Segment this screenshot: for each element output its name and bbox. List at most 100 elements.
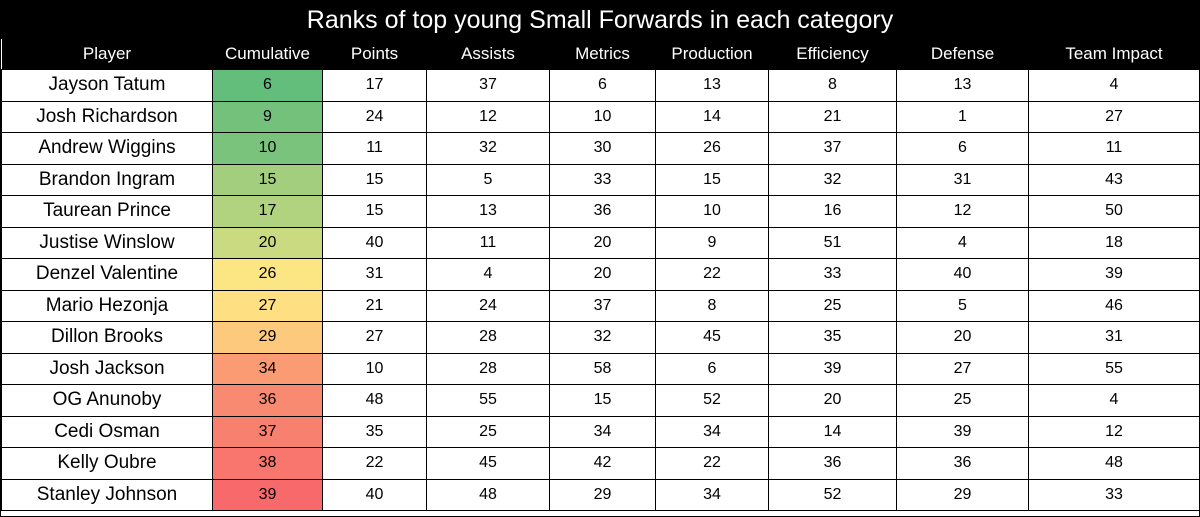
cell-points: 22 — [322, 447, 427, 480]
header-row: Player Cumulative Points Assists Metrics… — [1, 39, 1200, 70]
table-row: Taurean Prince 17 15 13 36 10 16 12 50 — [1, 195, 1200, 228]
table-row: Kelly Oubre 38 22 45 42 22 36 36 48 — [1, 447, 1200, 480]
cell-cumulative: 6 — [212, 69, 323, 102]
cell-production: 52 — [655, 384, 769, 417]
cell-assists: 32 — [426, 132, 550, 165]
table-row: OG Anunoby 36 48 55 15 52 20 25 4 — [1, 384, 1200, 417]
table-body: Jayson Tatum 6 17 37 6 13 8 13 4 Josh Richardson 9… — [1, 69, 1200, 511]
cell-team-impact: 55 — [1028, 352, 1200, 385]
cell-production: 22 — [655, 258, 769, 291]
cell-assists: 4 — [426, 258, 550, 291]
table-row: Dillon Brooks 29 27 28 32 45 35 20 31 — [1, 321, 1200, 354]
cell-player: Josh Jackson — [1, 352, 213, 385]
cell-cumulative: 15 — [212, 163, 323, 196]
cell-cumulative: 10 — [212, 132, 323, 165]
cell-production: 14 — [655, 100, 769, 133]
cell-efficiency: 21 — [768, 100, 897, 133]
cell-player: Cedi Osman — [1, 415, 213, 448]
cell-assists: 12 — [426, 100, 550, 133]
cell-defense: 1 — [896, 100, 1029, 133]
table-row: Denzel Valentine 26 31 4 20 22 33 40 39 — [1, 258, 1200, 291]
cell-metrics: 34 — [549, 415, 656, 448]
cell-efficiency: 20 — [768, 384, 897, 417]
cell-player: Stanley Johnson — [1, 478, 213, 511]
cell-points: 48 — [322, 384, 427, 417]
cell-assists: 11 — [426, 226, 550, 259]
cell-player: Brandon Ingram — [1, 163, 213, 196]
cell-cumulative: 20 — [212, 226, 323, 259]
cell-points: 40 — [322, 478, 427, 511]
cell-efficiency: 8 — [768, 69, 897, 102]
cell-points: 24 — [322, 100, 427, 133]
cell-player: Jayson Tatum — [1, 69, 213, 102]
cell-efficiency: 32 — [768, 163, 897, 196]
header-cumulative: Cumulative — [212, 39, 323, 70]
table-row: Josh Jackson 34 10 28 58 6 39 27 55 — [1, 352, 1200, 385]
cell-points: 21 — [322, 289, 427, 322]
cell-efficiency: 39 — [768, 352, 897, 385]
cell-team-impact: 12 — [1028, 415, 1200, 448]
cell-efficiency: 37 — [768, 132, 897, 165]
cell-metrics: 36 — [549, 195, 656, 228]
cell-defense: 27 — [896, 352, 1029, 385]
cell-points: 15 — [322, 195, 427, 228]
header-efficiency: Efficiency — [768, 39, 897, 70]
cell-points: 10 — [322, 352, 427, 385]
cell-assists: 24 — [426, 289, 550, 322]
header-production: Production — [655, 39, 769, 70]
cell-production: 45 — [655, 321, 769, 354]
cell-player: Justise Winslow — [1, 226, 213, 259]
cell-metrics: 33 — [549, 163, 656, 196]
cell-assists: 28 — [426, 352, 550, 385]
table-row: Brandon Ingram 15 15 5 33 15 32 31 43 — [1, 163, 1200, 196]
table-row: Jayson Tatum 6 17 37 6 13 8 13 4 — [1, 69, 1200, 102]
table-row: Josh Richardson 9 24 12 10 14 21 1 27 — [1, 100, 1200, 133]
cell-efficiency: 33 — [768, 258, 897, 291]
cell-points: 31 — [322, 258, 427, 291]
cell-cumulative: 29 — [212, 321, 323, 354]
cell-defense: 6 — [896, 132, 1029, 165]
cell-player: Kelly Oubre — [1, 447, 213, 480]
cell-defense: 25 — [896, 384, 1029, 417]
cell-metrics: 20 — [549, 258, 656, 291]
cell-defense: 36 — [896, 447, 1029, 480]
cell-production: 15 — [655, 163, 769, 196]
cell-efficiency: 35 — [768, 321, 897, 354]
cell-efficiency: 25 — [768, 289, 897, 322]
cell-team-impact: 43 — [1028, 163, 1200, 196]
cell-production: 13 — [655, 69, 769, 102]
cell-production: 8 — [655, 289, 769, 322]
cell-production: 9 — [655, 226, 769, 259]
cell-points: 40 — [322, 226, 427, 259]
cell-defense: 5 — [896, 289, 1029, 322]
cell-defense: 29 — [896, 478, 1029, 511]
cell-assists: 28 — [426, 321, 550, 354]
cell-production: 10 — [655, 195, 769, 228]
cell-team-impact: 4 — [1028, 384, 1200, 417]
cell-defense: 4 — [896, 226, 1029, 259]
cell-efficiency: 16 — [768, 195, 897, 228]
cell-efficiency: 52 — [768, 478, 897, 511]
cell-cumulative: 39 — [212, 478, 323, 511]
cell-metrics: 42 — [549, 447, 656, 480]
cell-defense: 31 — [896, 163, 1029, 196]
header-defense: Defense — [896, 39, 1029, 70]
cell-team-impact: 4 — [1028, 69, 1200, 102]
cell-cumulative: 37 — [212, 415, 323, 448]
cell-team-impact: 27 — [1028, 100, 1200, 133]
cell-efficiency: 36 — [768, 447, 897, 480]
cell-player: Dillon Brooks — [1, 321, 213, 354]
cell-metrics: 15 — [549, 384, 656, 417]
table-row: Stanley Johnson 39 40 48 29 34 52 29 33 — [1, 478, 1200, 511]
cell-production: 34 — [655, 415, 769, 448]
header-team-impact: Team Impact — [1028, 39, 1200, 70]
cell-efficiency: 14 — [768, 415, 897, 448]
cell-cumulative: 36 — [212, 384, 323, 417]
cell-team-impact: 11 — [1028, 132, 1200, 165]
table-title: Ranks of top young Small Forwards in eac… — [1, 1, 1199, 39]
table-row: Mario Hezonja 27 21 24 37 8 25 5 46 — [1, 289, 1200, 322]
cell-defense: 39 — [896, 415, 1029, 448]
cell-metrics: 37 — [549, 289, 656, 322]
cell-defense: 12 — [896, 195, 1029, 228]
